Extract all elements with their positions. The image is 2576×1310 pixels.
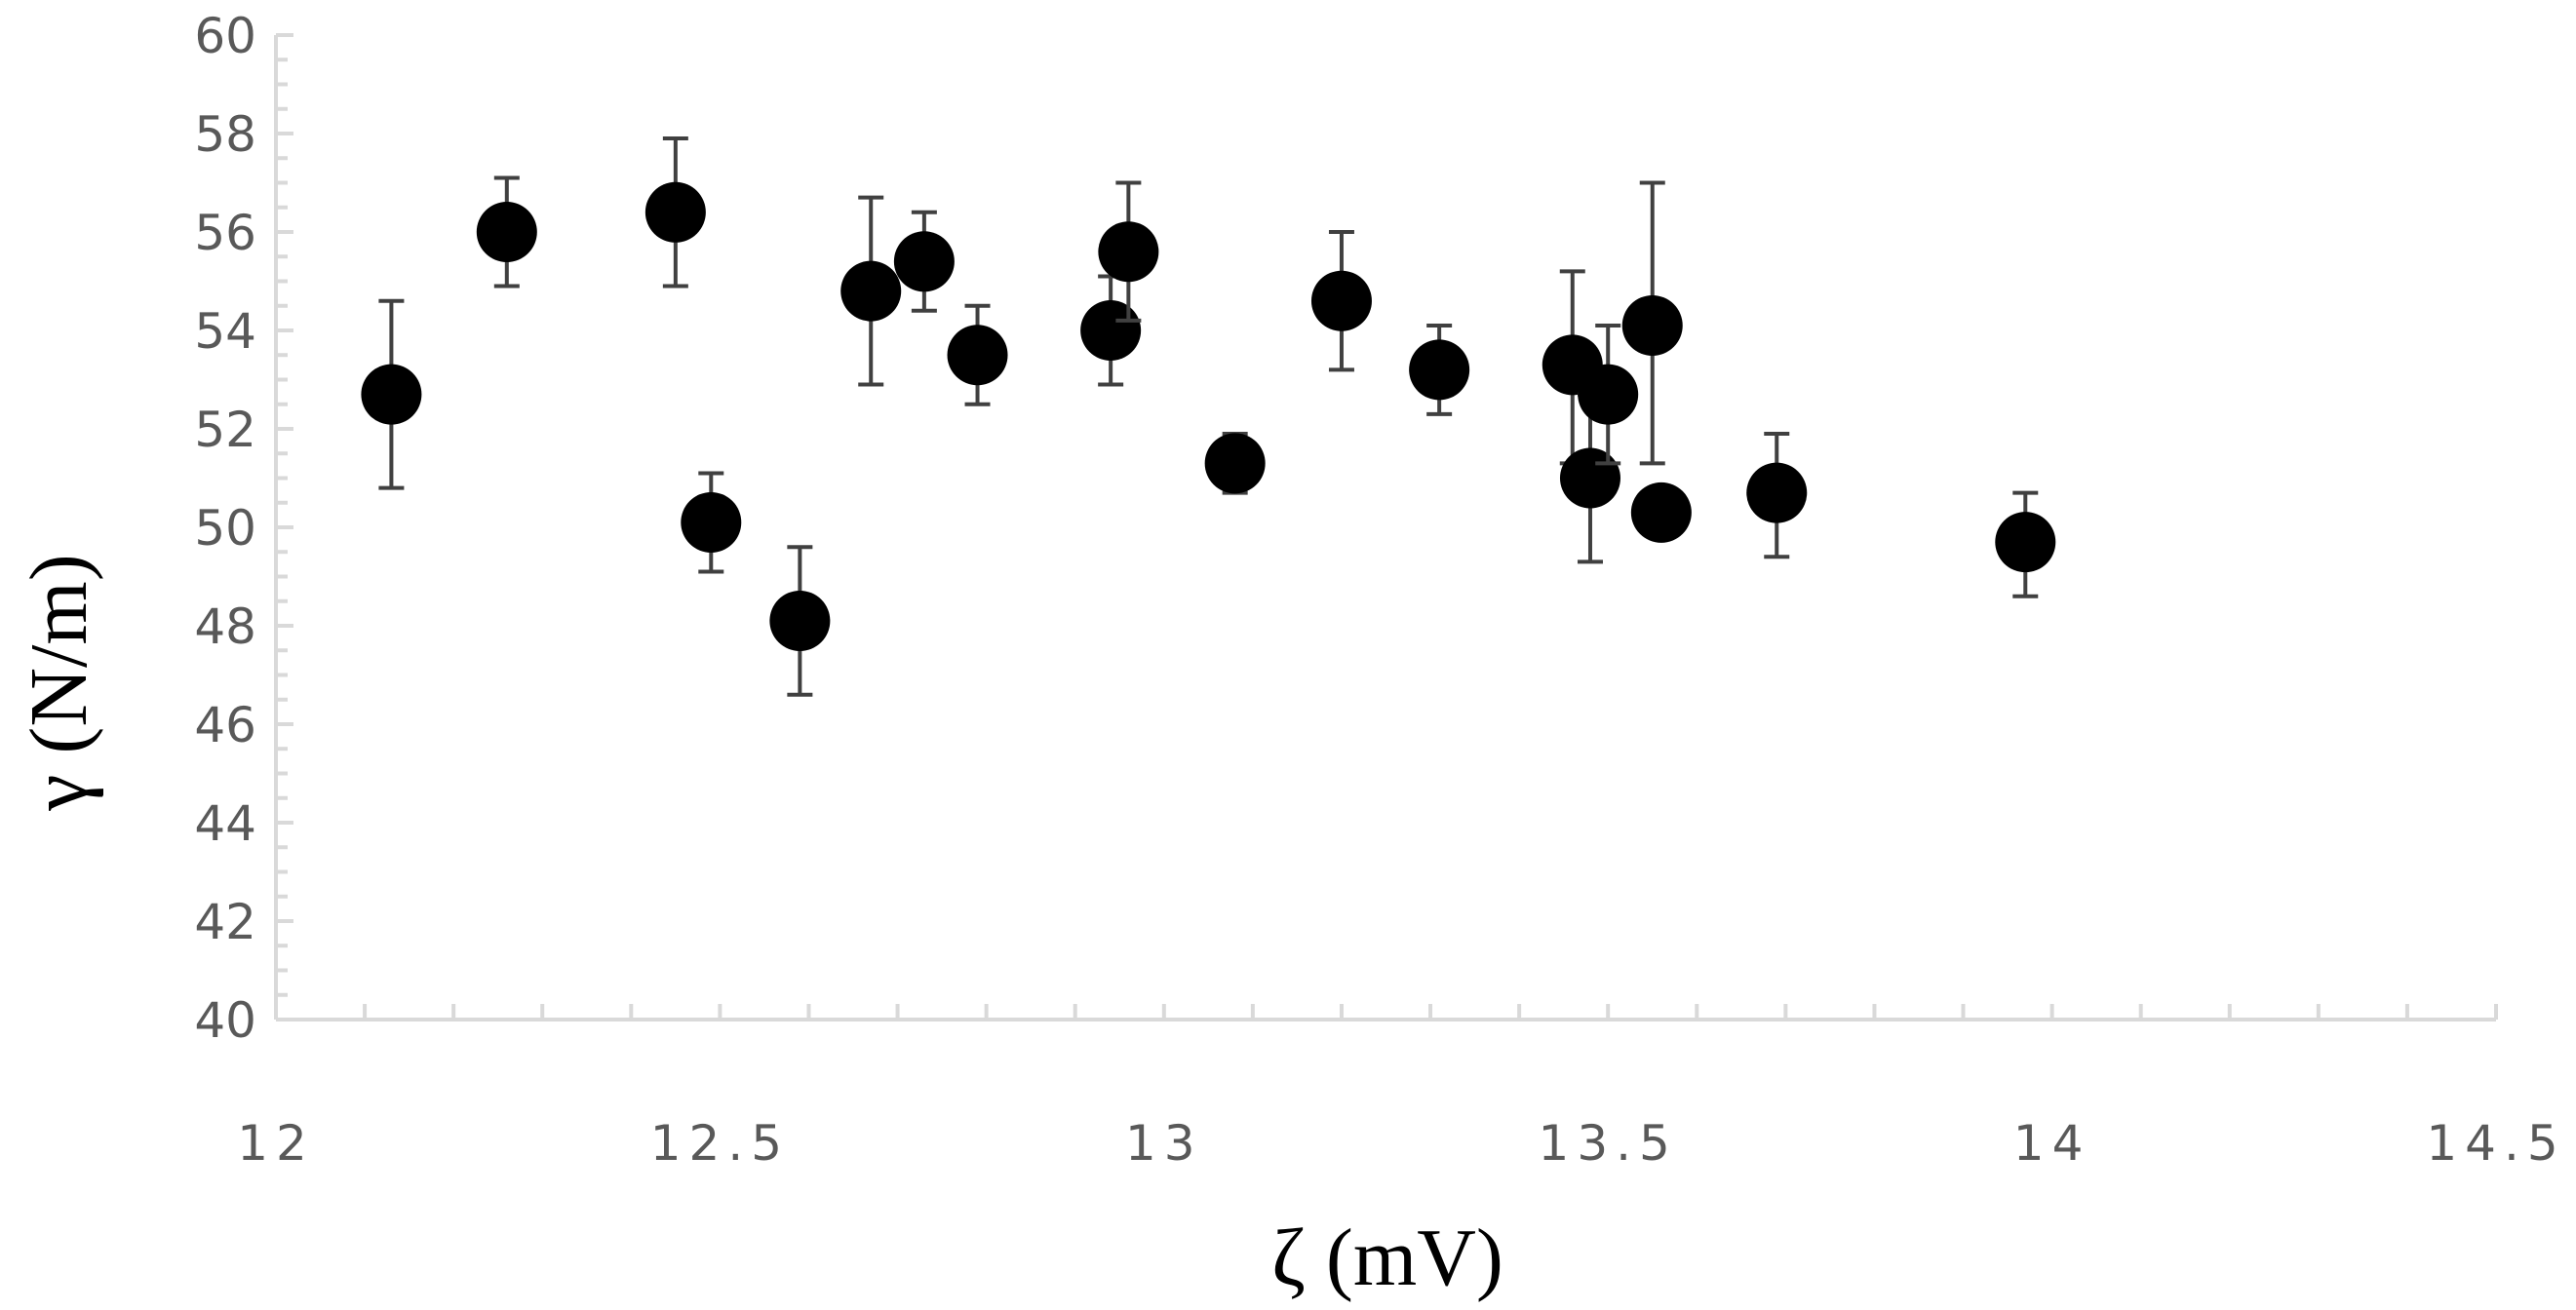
data-point bbox=[1409, 323, 1470, 416]
point-marker bbox=[1995, 512, 2056, 573]
y-tick-label: 58 bbox=[194, 106, 256, 163]
y-axis-title: γ (N/m) bbox=[14, 554, 104, 811]
point-marker bbox=[769, 590, 831, 651]
point-marker bbox=[893, 231, 955, 292]
point-marker bbox=[1098, 221, 1159, 283]
x-tick-label: 12.5 bbox=[650, 1115, 790, 1172]
data-point bbox=[1630, 482, 1692, 543]
x-tick-label: 14.5 bbox=[2426, 1115, 2565, 1172]
point-marker bbox=[1310, 270, 1372, 331]
data-point bbox=[1746, 432, 1808, 559]
x-tick-label: 13 bbox=[1125, 1115, 1203, 1172]
point-marker bbox=[1559, 447, 1620, 509]
data-point bbox=[1621, 180, 1683, 466]
point-marker bbox=[1204, 433, 1266, 494]
x-axis-title: ζ (mV) bbox=[1271, 1213, 1503, 1303]
data-point bbox=[1578, 323, 1639, 466]
y-tick-label: 56 bbox=[194, 205, 256, 261]
data-point bbox=[1204, 432, 1266, 495]
point-marker bbox=[1746, 462, 1808, 523]
data-point bbox=[893, 210, 955, 313]
x-tick-label: 13.5 bbox=[1539, 1115, 1678, 1172]
data-point bbox=[769, 545, 831, 697]
y-axis: 40 42 44 46 48 50 52 54 56 58 60 bbox=[194, 8, 293, 1049]
x-tick-label: 12 bbox=[237, 1115, 315, 1172]
data-point bbox=[644, 136, 706, 289]
point-marker bbox=[1080, 300, 1142, 361]
point-marker bbox=[1621, 294, 1683, 356]
data-point bbox=[1995, 490, 2056, 598]
y-tick-label: 52 bbox=[194, 402, 256, 458]
point-marker bbox=[476, 202, 537, 262]
point-marker bbox=[681, 491, 742, 553]
y-tick-label: 54 bbox=[194, 303, 256, 360]
point-marker bbox=[947, 325, 1008, 386]
data-point bbox=[947, 303, 1008, 406]
data-point bbox=[840, 195, 902, 387]
point-marker bbox=[840, 260, 902, 322]
data-point bbox=[1310, 230, 1372, 372]
point-marker bbox=[1578, 364, 1639, 425]
y-tick-label: 42 bbox=[194, 894, 256, 950]
y-tick-label: 46 bbox=[194, 697, 256, 753]
data-points bbox=[361, 136, 2056, 697]
point-marker bbox=[644, 181, 706, 243]
y-tick-label: 50 bbox=[194, 500, 256, 557]
y-tick-label: 60 bbox=[194, 8, 256, 64]
y-tick-label: 40 bbox=[194, 992, 256, 1049]
data-point bbox=[1098, 180, 1159, 323]
data-point bbox=[1080, 274, 1142, 387]
point-marker bbox=[1409, 339, 1470, 401]
data-point bbox=[361, 298, 422, 490]
data-point bbox=[1542, 269, 1603, 466]
point-marker bbox=[1630, 482, 1692, 543]
y-tick-label: 48 bbox=[194, 598, 256, 655]
x-tick-label: 14 bbox=[2013, 1115, 2091, 1172]
point-marker bbox=[361, 364, 422, 425]
data-point bbox=[681, 471, 742, 574]
data-point bbox=[476, 175, 537, 289]
y-tick-label: 44 bbox=[194, 795, 256, 852]
x-axis: 12 12.5 13 13.5 14 14.5 bbox=[237, 1004, 2565, 1172]
